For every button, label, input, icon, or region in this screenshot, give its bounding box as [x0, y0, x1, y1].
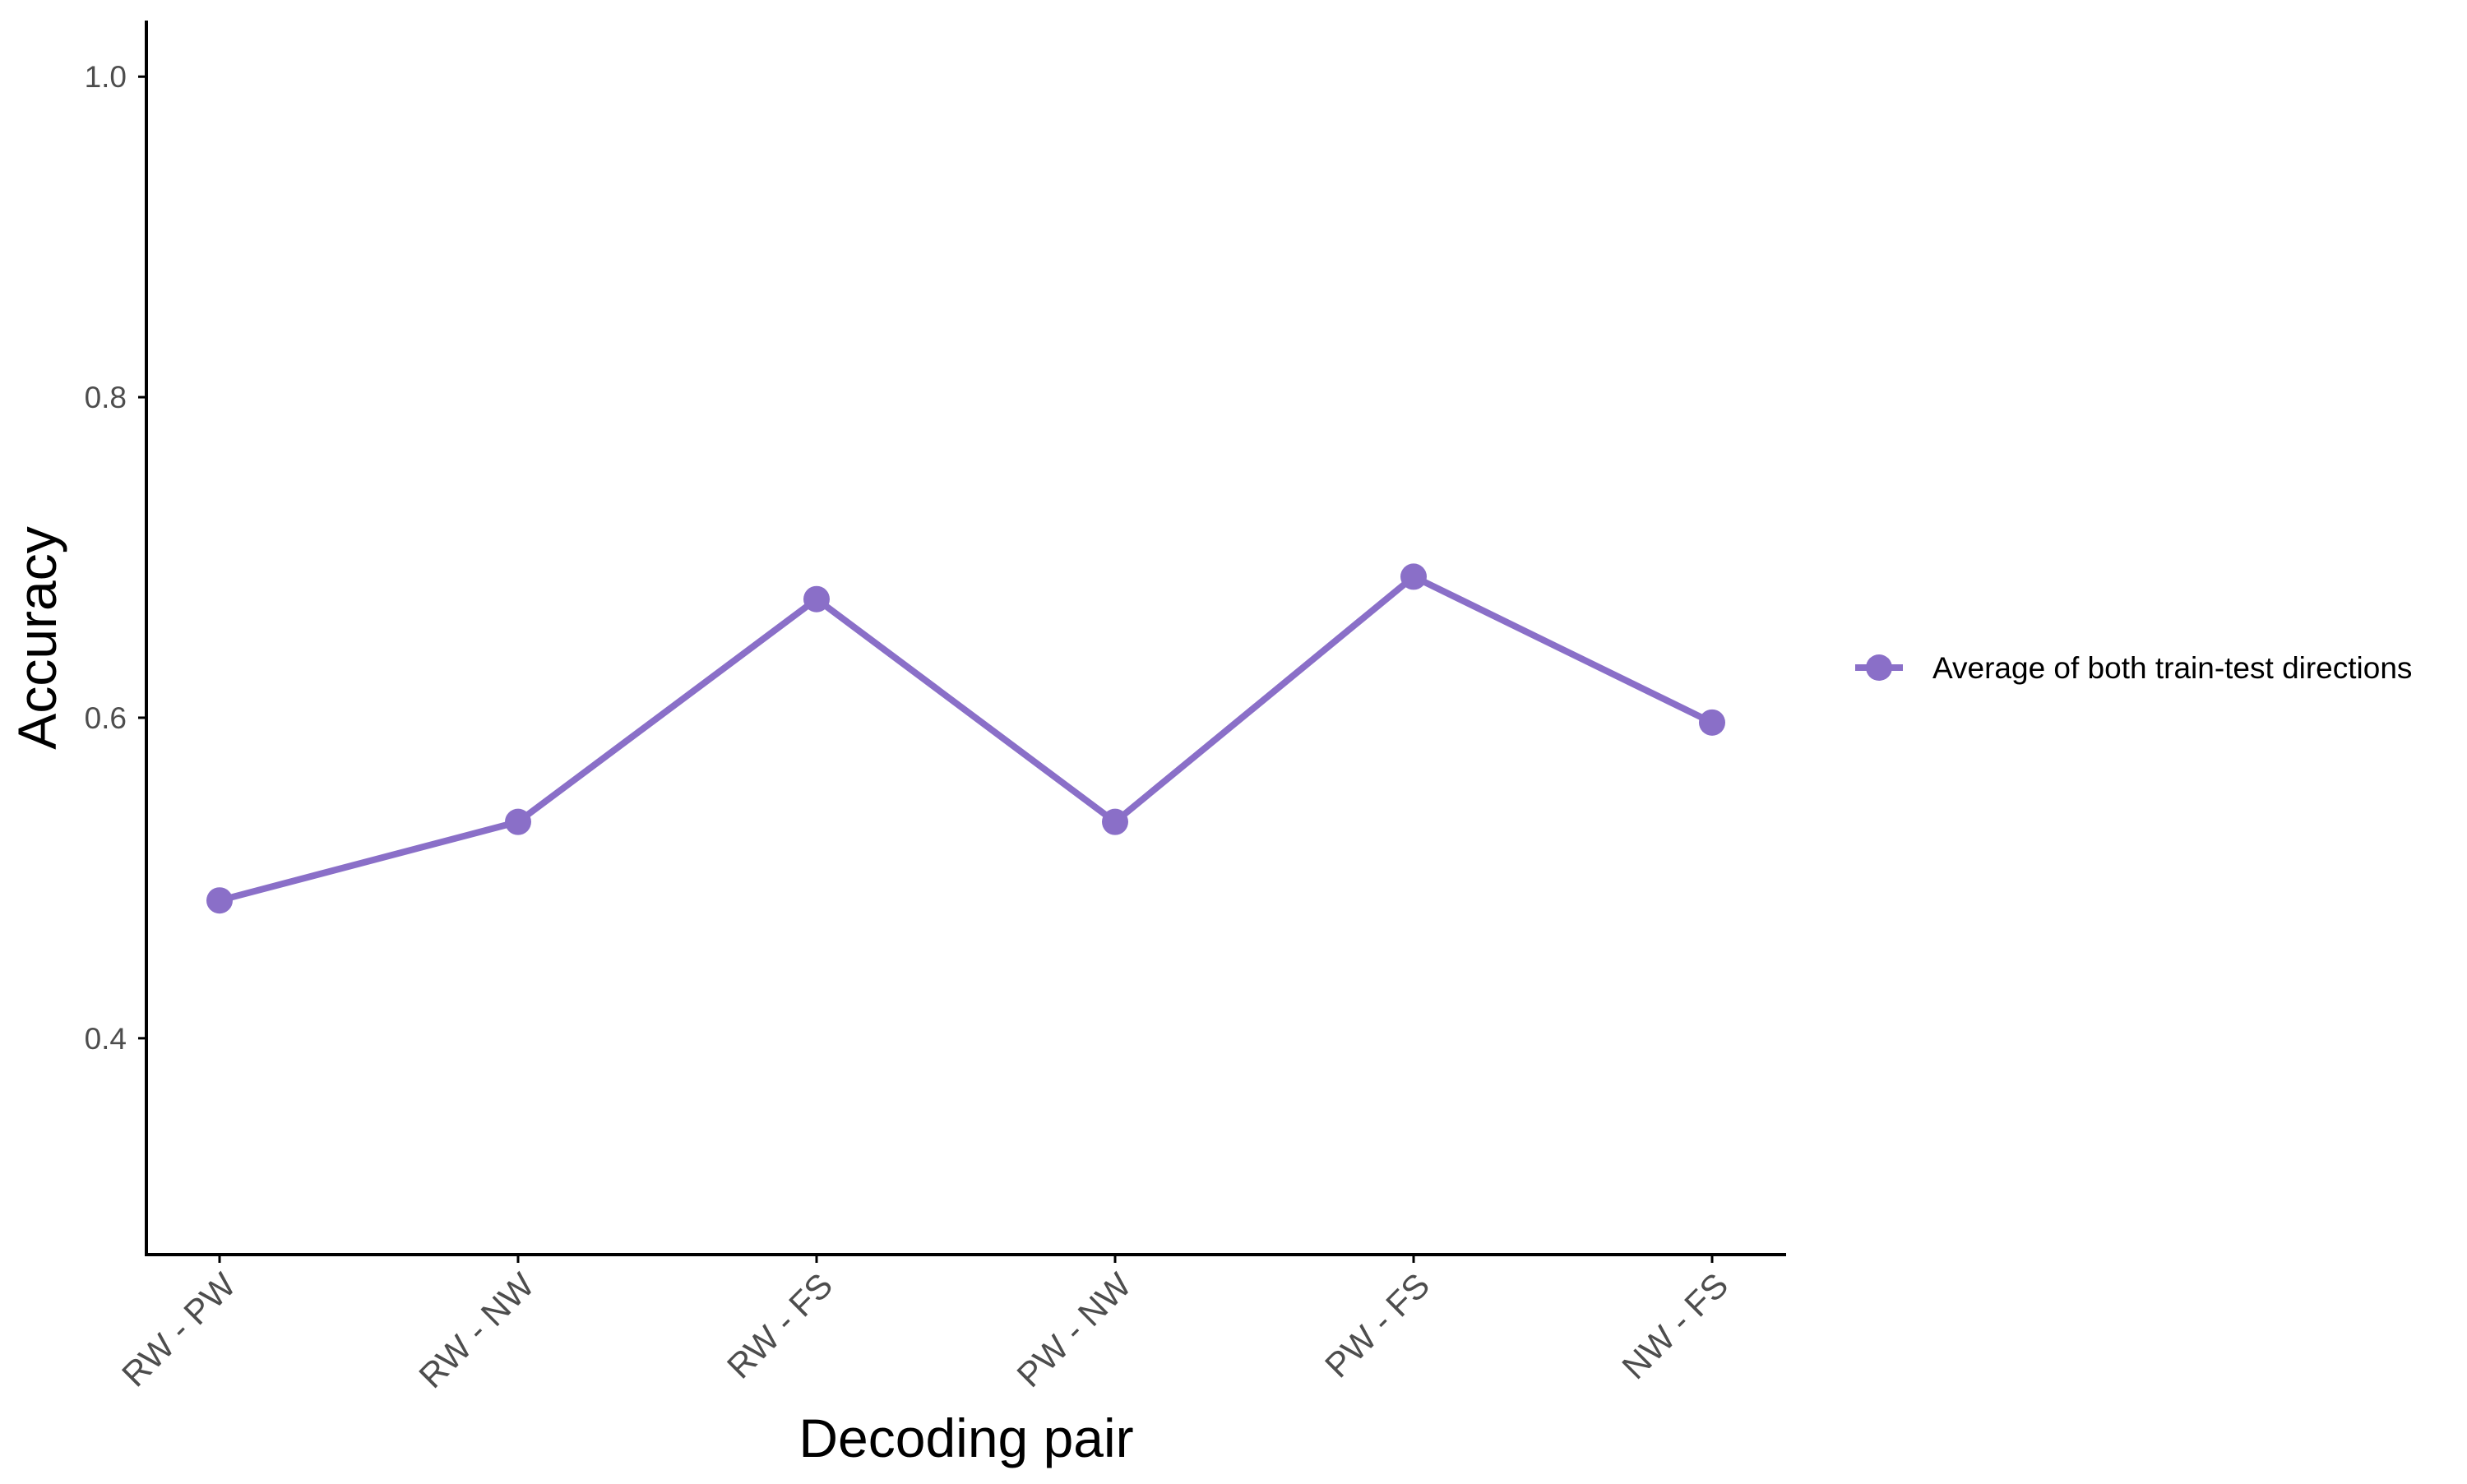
data-point	[1699, 709, 1725, 736]
data-point	[1102, 808, 1128, 835]
data-point	[206, 887, 233, 914]
ticks-layer: 0.4 0.6 0.8 1.0 RW - PW RW - NW RW - FS PW - NW…	[85, 60, 1736, 1395]
series-layer	[206, 563, 1725, 914]
x-tick-label: NW - FS	[1614, 1265, 1735, 1386]
x-axis-title: Decoding pair	[798, 1408, 1133, 1468]
legend-label: Average of both train-test directions	[1932, 651, 2412, 685]
x-tick-label: PW - FS	[1317, 1265, 1437, 1385]
x-tick-label: RW - FS	[720, 1265, 840, 1386]
x-tick-label: RW - NW	[411, 1265, 541, 1395]
x-tick-label: RW - PW	[114, 1265, 243, 1394]
y-axis-title: Accuracy	[7, 526, 67, 749]
data-point	[1400, 563, 1427, 590]
series-line	[218, 573, 1714, 904]
y-tick-label: 0.4	[85, 1022, 127, 1056]
x-tick-label: PW - NW	[1009, 1265, 1138, 1394]
y-tick-label: 0.8	[85, 381, 127, 414]
y-tick-label: 1.0	[85, 60, 127, 94]
legend-marker-swatch	[1866, 654, 1892, 681]
y-tick-label: 0.6	[85, 701, 127, 735]
data-point	[803, 585, 830, 613]
data-point	[505, 808, 531, 835]
legend: Average of both train-test directions	[1855, 651, 2412, 685]
axes-layer	[145, 21, 1786, 1256]
